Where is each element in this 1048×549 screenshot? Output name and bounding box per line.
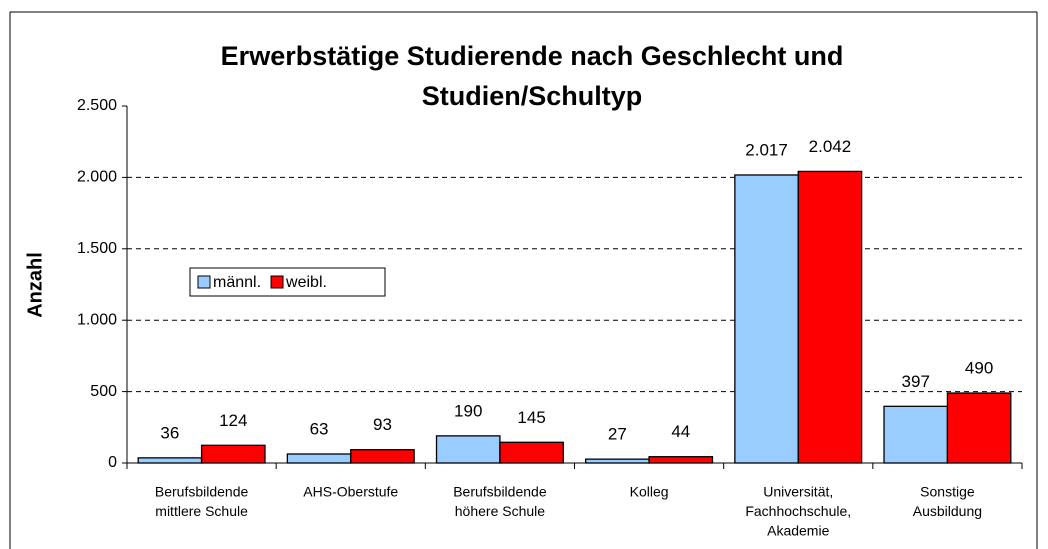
bar — [137, 457, 203, 464]
value-label: 93 — [373, 415, 392, 434]
x-tick-label: Kolleg — [630, 484, 669, 500]
x-tick-label: Sonstige — [920, 484, 975, 500]
value-label: 124 — [219, 411, 247, 430]
value-label: 190 — [454, 401, 482, 420]
x-tick-label: mittlere Schule — [155, 503, 248, 519]
x-tick-label: Berufsbildende — [453, 484, 547, 500]
x-tick-label: Ausbildung — [913, 503, 982, 519]
bar — [883, 405, 949, 464]
bar — [946, 392, 1012, 464]
value-label: 145 — [517, 408, 545, 427]
x-tick-label: Akademie — [767, 523, 829, 539]
y-tick-label: 2.000 — [77, 169, 117, 186]
value-label: 397 — [902, 372, 930, 391]
y-tick-label: 2.500 — [77, 97, 117, 114]
y-tick-label: 1.500 — [77, 240, 117, 257]
y-tick-label: 1.000 — [77, 311, 117, 328]
bar — [350, 449, 415, 464]
bar — [200, 444, 266, 464]
legend-label: weibl. — [285, 274, 327, 291]
x-tick-label: Fachhochschule, — [745, 503, 851, 519]
value-label: 63 — [310, 419, 329, 438]
bar — [734, 174, 799, 464]
bar — [499, 441, 564, 464]
bar — [797, 170, 863, 464]
y-axis-title: Anzahl — [24, 252, 46, 318]
y-tick-label: 0 — [108, 454, 117, 471]
value-label: 27 — [608, 425, 627, 444]
chart-title: Erwerbstätige Studierende nach Geschlech… — [221, 41, 844, 71]
value-label: 2.042 — [809, 137, 852, 156]
x-tick-label: AHS-Oberstufe — [303, 484, 398, 500]
y-tick-label: 500 — [90, 383, 117, 400]
bar — [585, 458, 650, 464]
legend-swatch — [197, 275, 211, 289]
legend-box — [189, 267, 386, 297]
x-tick-label: Berufsbildende — [155, 484, 249, 500]
x-tick-label: Universität, — [763, 484, 833, 500]
legend-label: männl. — [213, 274, 261, 291]
bar — [648, 456, 714, 464]
value-label: 44 — [671, 422, 690, 441]
value-label: 2.017 — [745, 140, 788, 159]
bar — [435, 435, 501, 464]
x-tick-label: höhere Schule — [455, 503, 546, 519]
bar — [286, 453, 352, 464]
value-label: 490 — [965, 359, 993, 378]
value-label: 36 — [160, 423, 179, 442]
legend-swatch — [270, 275, 284, 289]
chart-title: Studien/Schultyp — [422, 81, 643, 111]
